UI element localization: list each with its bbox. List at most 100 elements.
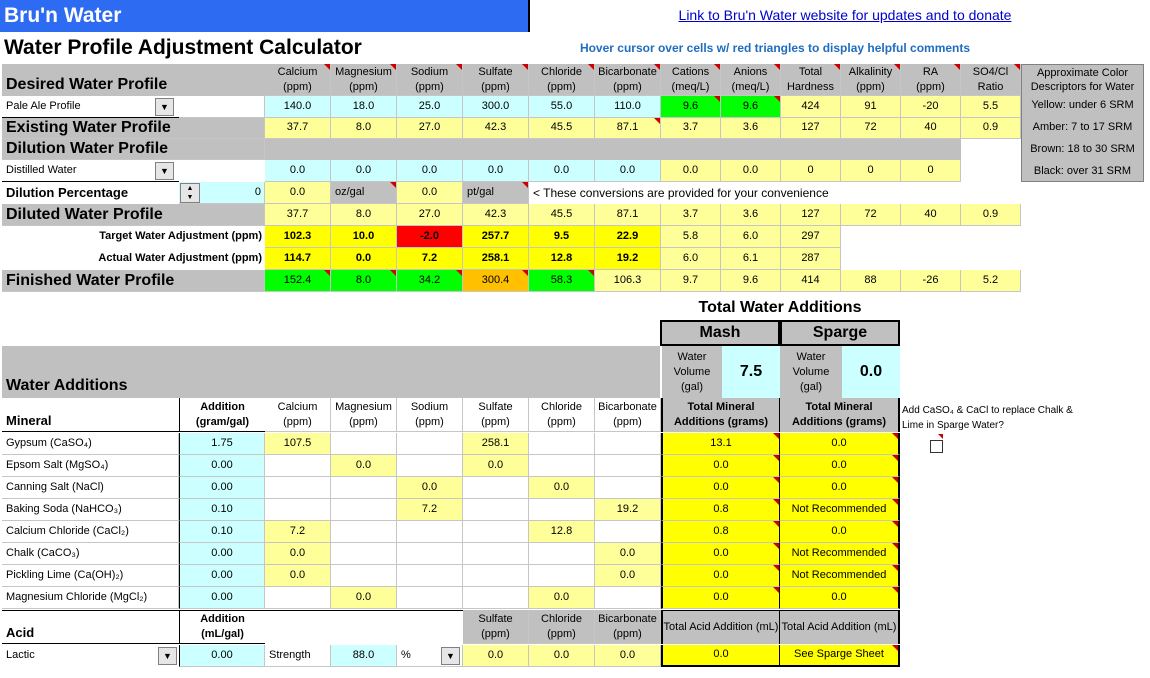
alkalinity-header: Alkalinity (ppm) [841, 64, 901, 96]
color-panel-title: Approximate Color Descriptors for Water [1030, 67, 1135, 93]
diluted-profile-label: Diluted Water Profile [2, 204, 265, 226]
comment-marker-icon [894, 64, 900, 70]
mineral-sulfate-value: 258.1 [463, 433, 529, 455]
sparge-mineral-total: Not Recommended [780, 565, 900, 587]
mineral-sodium-value: 7.2 [397, 499, 463, 521]
dilution-sulfate[interactable]: 0.0 [463, 160, 529, 182]
mineral-calcium-value: 7.2 [265, 521, 331, 543]
comment-marker-icon [773, 521, 779, 527]
existing-sulfate: 42.3 [463, 118, 529, 139]
mineral-addition-input[interactable]: 0.00 [179, 477, 265, 499]
mash-water-volume-input[interactable]: 7.5 [722, 346, 780, 398]
mineral-calcium-value [265, 477, 331, 499]
dilution-chloride[interactable]: 0.0 [529, 160, 595, 182]
mineral-addition-input[interactable]: 0.00 [179, 543, 265, 565]
diluted-anions: 3.6 [721, 204, 781, 226]
comment-marker-icon [390, 270, 396, 276]
acid-addition-input[interactable]: 0.00 [179, 645, 265, 667]
desired-bicarbonate[interactable]: 110.0 [595, 96, 661, 118]
hover-hint: Hover cursor over cells w/ red triangles… [579, 40, 971, 55]
mineral-sodium-value [397, 587, 463, 609]
desired-profile-select[interactable]: Pale Ale Profile [2, 96, 179, 118]
dilution-percentage-input[interactable]: 0 [179, 182, 265, 204]
dilution-magnesium[interactable]: 0.0 [331, 160, 397, 182]
mineral-chloride-value: 0.0 [529, 587, 595, 609]
acid-type-select[interactable]: Lactic [6, 649, 35, 662]
dilution-calcium[interactable]: 0.0 [265, 160, 331, 182]
desired-sodium[interactable]: 25.0 [397, 96, 463, 118]
sparge-water-volume-input[interactable]: 0.0 [842, 346, 900, 398]
acid-sulfate-header: Sulfate (ppm) [463, 610, 529, 644]
mash-header: Mash [660, 320, 780, 346]
sparge-water-volume-label: Water Volume (gal) [780, 346, 842, 398]
target-magnesium: 10.0 [331, 226, 397, 248]
dilution-bicarbonate[interactable]: 0.0 [595, 160, 661, 182]
mineral-magnesium-value [331, 477, 397, 499]
diluted-alkalinity: 72 [841, 204, 901, 226]
acid-type-dropdown-icon[interactable]: ▼ [158, 647, 177, 665]
mineral-calcium-value: 0.0 [265, 543, 331, 565]
comment-marker-icon [892, 499, 898, 505]
mineral-header: Mineral [2, 398, 179, 432]
mineral-addition-input[interactable]: 0.00 [179, 565, 265, 587]
mineral-bicarbonate-value [595, 433, 661, 455]
acid-strength-unit-select[interactable]: % [397, 645, 463, 667]
comment-marker-icon [390, 64, 396, 70]
comment-marker-icon [892, 477, 898, 483]
addition-sulfate-header: Sulfate (ppm) [463, 398, 529, 432]
dilution-total-hardness: 0 [781, 160, 841, 182]
sparge-replace-checkbox[interactable] [930, 440, 943, 453]
desired-calcium[interactable]: 140.0 [265, 96, 331, 118]
mineral-sulfate-value [463, 565, 529, 587]
addition-magnesium-header: Magnesium (ppm) [331, 398, 397, 432]
mineral-sodium-value: 0.0 [397, 477, 463, 499]
target-sodium: -2.0 [397, 226, 463, 248]
acid-bicarbonate-header: Bicarbonate (ppm) [595, 610, 661, 644]
conversion-pt-value: 0.0 [397, 182, 463, 204]
acid-strength-label: Strength [265, 645, 331, 667]
desired-sulfate[interactable]: 300.0 [463, 96, 529, 118]
mineral-magnesium-value [331, 521, 397, 543]
mineral-name: Chalk (CaCO₃) [2, 543, 179, 565]
desired-chloride[interactable]: 55.0 [529, 96, 595, 118]
mineral-sodium-value [397, 433, 463, 455]
dilution-profile-dropdown-icon[interactable]: ▼ [155, 162, 174, 180]
acid-unit-dropdown-icon[interactable]: ▼ [441, 647, 460, 665]
mineral-addition-input[interactable]: 0.10 [179, 521, 265, 543]
acid-strength-input[interactable]: 88.0 [331, 645, 397, 667]
desired-magnesium[interactable]: 18.0 [331, 96, 397, 118]
actual-sulfate: 258.1 [463, 248, 529, 270]
dilution-sodium[interactable]: 0.0 [397, 160, 463, 182]
finished-magnesium: 8.0 [331, 270, 397, 292]
comment-marker-icon [654, 64, 660, 70]
mineral-addition-input[interactable]: 1.75 [179, 433, 265, 455]
comment-marker-icon [892, 587, 898, 593]
sparge-replace-note: Add CaSO₄ & CaCl to replace Chalk & Lime… [902, 405, 1073, 431]
sparge-header: Sparge [780, 320, 900, 346]
mineral-name: Magnesium Chloride (MgCl₂) [2, 587, 179, 609]
sparge-mineral-total: 0.0 [780, 521, 900, 543]
acid-bicarbonate-value: 0.0 [595, 645, 661, 667]
comment-marker-icon [714, 96, 720, 102]
mineral-magnesium-value [331, 543, 397, 565]
chloride-header: Chloride (ppm) [529, 64, 595, 96]
comment-marker-icon [456, 64, 462, 70]
dilution-profile-select[interactable]: Distilled Water [2, 160, 179, 182]
mash-mineral-total: 0.0 [661, 587, 780, 609]
mineral-chloride-value [529, 433, 595, 455]
mineral-addition-input[interactable]: 0.00 [179, 587, 265, 609]
total-hardness-header: Total Hardness [781, 64, 841, 96]
desired-profile-dropdown-icon[interactable]: ▼ [155, 98, 174, 116]
calculator-title: Water Profile Adjustment Calculator [4, 35, 362, 59]
mineral-bicarbonate-value: 19.2 [595, 499, 661, 521]
mineral-addition-input[interactable]: 0.00 [179, 455, 265, 477]
diluted-calcium: 37.7 [265, 204, 331, 226]
sodium-header: Sodium (ppm) [397, 64, 463, 96]
dilution-spinner-icon[interactable]: ▲ ▼ [180, 183, 200, 203]
dilution-profile-label: Dilution Water Profile [2, 139, 265, 160]
mineral-chloride-value [529, 543, 595, 565]
website-link[interactable]: Link to Bru'n Water website for updates … [678, 7, 1012, 24]
diluted-sulfate: 42.3 [463, 204, 529, 226]
mineral-addition-input[interactable]: 0.10 [179, 499, 265, 521]
mash-water-volume-label: Water Volume (gal) [662, 346, 722, 398]
